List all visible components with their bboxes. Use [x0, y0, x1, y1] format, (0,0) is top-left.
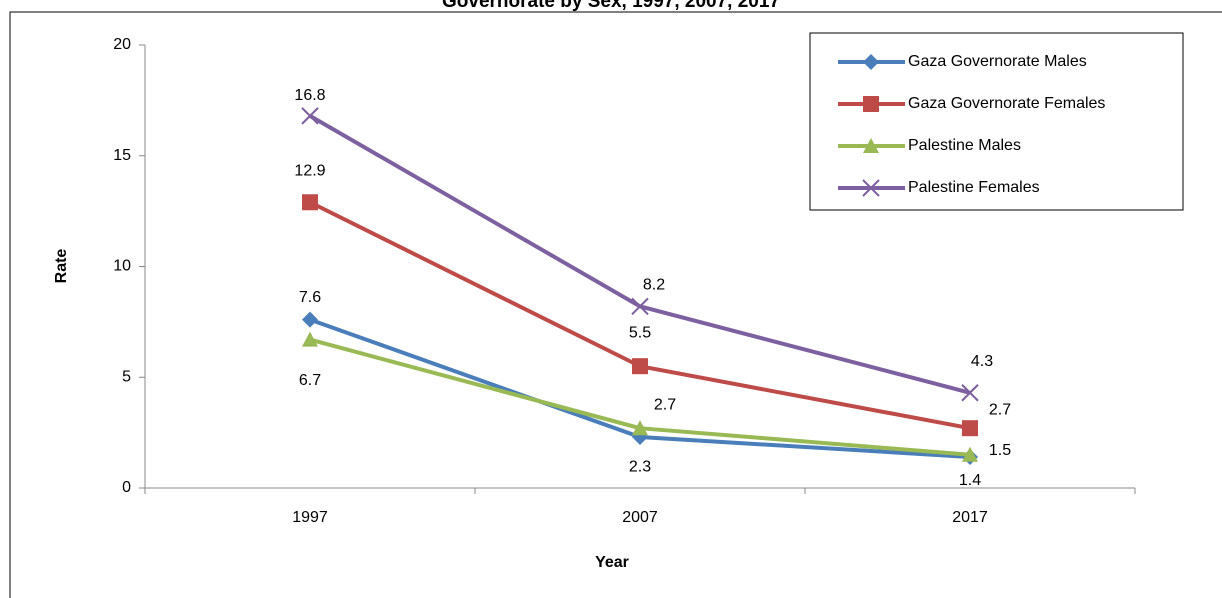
data-label: 12.9: [294, 162, 325, 179]
marker: [962, 446, 978, 462]
chart-title: Governorate by Sex, 1997, 2007, 2017: [442, 0, 780, 12]
legend-label: Palestine Males: [908, 137, 1021, 154]
y-tick-label: 15: [113, 147, 131, 164]
data-label: 2.7: [654, 396, 676, 413]
series-line: [309, 200, 971, 431]
data-label: 6.7: [299, 372, 321, 389]
x-tick-label: 2017: [952, 509, 988, 526]
marker: [301, 107, 319, 125]
marker: [862, 179, 880, 197]
marker: [632, 420, 648, 436]
data-label: 1.4: [959, 472, 981, 489]
marker: [863, 96, 879, 112]
y-axis-label: Rate: [53, 249, 70, 284]
marker: [631, 297, 649, 316]
x-axis-label: Year: [595, 554, 629, 571]
y-tick-label: 10: [113, 258, 131, 275]
marker: [632, 358, 648, 375]
data-label: 1.5: [989, 442, 1011, 459]
marker: [302, 331, 318, 347]
data-label: 4.3: [971, 353, 993, 370]
marker: [302, 311, 318, 328]
marker: [302, 194, 318, 211]
legend-label: Gaza Governorate Females: [908, 95, 1105, 112]
data-label: 7.6: [299, 289, 321, 306]
marker: [863, 54, 879, 70]
legend-label: Gaza Governorate Males: [908, 53, 1087, 70]
y-tick-label: 5: [122, 368, 131, 385]
y-tick-label: 0: [122, 479, 131, 496]
data-label: 5.5: [629, 324, 651, 341]
marker: [962, 420, 978, 437]
legend-label: Palestine Females: [908, 179, 1040, 196]
data-label: 2.3: [629, 458, 651, 475]
x-tick-label: 2007: [622, 509, 658, 526]
data-label: 2.7: [989, 401, 1011, 418]
chart-frame: [9, 11, 1222, 598]
marker: [863, 138, 879, 153]
x-tick-label: 1997: [292, 509, 328, 526]
y-tick-label: 20: [113, 36, 131, 53]
data-label: 16.8: [294, 87, 325, 104]
marker: [961, 384, 979, 402]
data-label: 8.2: [643, 277, 665, 294]
